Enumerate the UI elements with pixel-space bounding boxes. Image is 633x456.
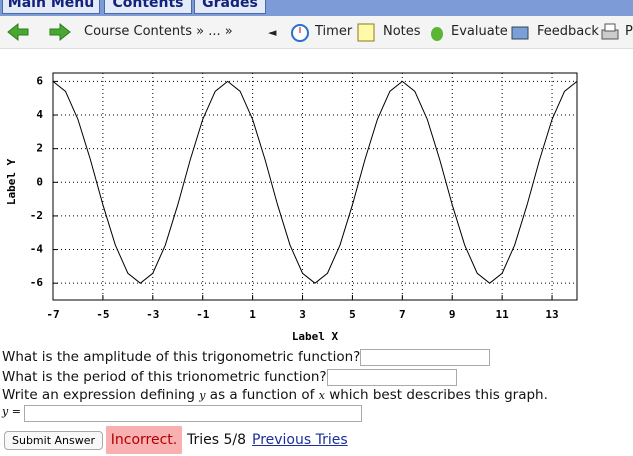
x-tick-label: -3: [146, 308, 159, 321]
x-tick-label: 13: [545, 308, 558, 321]
evaluate-icon: [431, 27, 443, 41]
notes-icon: [357, 23, 375, 42]
answer-input[interactable]: [360, 349, 490, 366]
var: y: [199, 389, 206, 402]
y-tick-label: 2: [36, 142, 43, 155]
forward-arrow-icon[interactable]: [48, 22, 72, 42]
x-tick-label: 7: [399, 308, 406, 321]
previous-tries-link[interactable]: Previous Tries: [252, 432, 348, 448]
y-tick-label: -4: [30, 243, 44, 256]
y-tick-label: -6: [30, 276, 44, 289]
text: as a function of: [205, 387, 319, 403]
toolbar: Course Contents » ... » ◄ Timer Notes Ev…: [0, 16, 633, 49]
text: which best describes this graph.: [324, 387, 548, 403]
text: Write an expression defining: [2, 387, 200, 403]
tab[interactable]: Contents: [104, 0, 192, 14]
y-tick-label: -2: [30, 209, 43, 222]
tab[interactable]: Grades: [194, 0, 266, 14]
x-tick-label: -1: [196, 308, 210, 321]
toolbar-item[interactable]: Feedback: [537, 24, 599, 39]
tries: Tries 5/8: [187, 432, 247, 448]
answer-label: y =: [2, 405, 21, 418]
toolbar-item[interactable]: Notes: [383, 24, 421, 39]
x-tick-label: 11: [496, 308, 510, 321]
x-tick-label: -7: [46, 308, 59, 321]
x-tick-label: 9: [449, 308, 456, 321]
tab[interactable]: Main Menu: [2, 0, 100, 14]
toolbar-item[interactable]: P: [625, 24, 633, 39]
back-arrow-icon[interactable]: [6, 22, 30, 42]
x-tick-label: 3: [299, 308, 306, 321]
question-1: What is the amplitude of this trigonomet…: [2, 349, 361, 365]
question-2: What is the period of this trionometric …: [2, 369, 327, 385]
plot-frame: [52, 72, 578, 301]
y-axis-label: Label Y: [5, 158, 18, 205]
x-axis-label: Label X: [292, 330, 339, 343]
feedback-icon: [511, 26, 529, 40]
answer-input[interactable]: [24, 405, 362, 422]
x-tick-label: 1: [249, 308, 256, 321]
submit-button[interactable]: Submit Answer: [4, 431, 104, 450]
x-tick-label: -5: [96, 308, 109, 321]
y-tick-label: 0: [36, 175, 43, 188]
tab-bar: Main Menu Contents Grades: [0, 0, 633, 16]
y-tick-label: 4: [36, 108, 43, 121]
y-tick-label: 6: [36, 74, 43, 87]
timer-icon: [291, 24, 309, 42]
var: x: [318, 389, 325, 402]
toolbar-item[interactable]: Timer: [315, 24, 353, 39]
breadcrumb[interactable]: Course Contents » ... »: [84, 24, 233, 39]
answer-input[interactable]: [327, 369, 457, 386]
back-link[interactable]: ◄: [268, 26, 277, 39]
data-line: [52, 80, 578, 284]
status-incorrect: Incorrect.: [106, 426, 182, 454]
print-icon: [601, 23, 619, 40]
question-3: Write an expression defining y as a func…: [2, 387, 548, 403]
x-tick-label: 5: [349, 308, 356, 321]
toolbar-item[interactable]: Evaluate: [451, 24, 508, 39]
